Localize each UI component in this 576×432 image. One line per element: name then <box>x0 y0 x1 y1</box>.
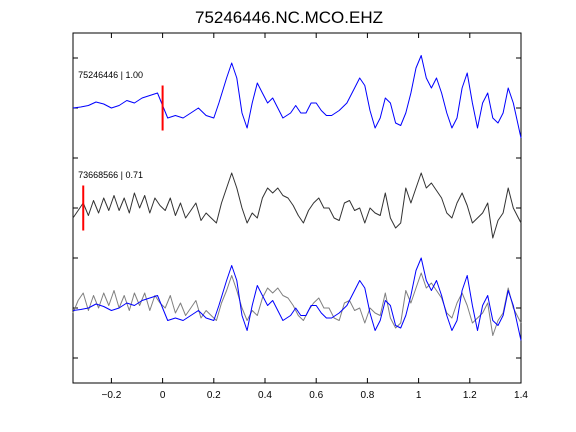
x-tick-label-5: 0.8 <box>360 390 374 401</box>
chart-title: 75246446.NC.MCO.EHZ <box>195 8 383 27</box>
plot-frame <box>72 32 522 384</box>
x-axis-tick-labels: −0.2 0 0.2 0.4 0.6 0.8 1 1.2 1.4 <box>102 390 529 401</box>
trace-label-0: 75246446 | 1.00 <box>78 70 143 80</box>
trace-line-3 <box>72 257 522 341</box>
x-tick-label-7: 1.2 <box>463 390 477 401</box>
trace-label-1: 73668566 | 0.71 <box>78 170 143 180</box>
x-tick-label-8: 1.4 <box>514 390 528 401</box>
trace-line-1 <box>72 172 522 239</box>
pick-markers <box>82 85 164 231</box>
x-tick-label-0: −0.2 <box>102 390 122 401</box>
trace-line-0 <box>72 55 522 139</box>
x-tick-label-4: 0.6 <box>309 390 323 401</box>
x-tick-label-6: 1 <box>416 390 422 401</box>
x-axis-ticks <box>110 33 522 383</box>
waveform-traces <box>72 55 522 341</box>
x-tick-label-3: 0.4 <box>258 390 272 401</box>
trace-labels: 75246446 | 1.00 73668566 | 0.71 <box>78 70 143 180</box>
x-tick-label-2: 0.2 <box>207 390 221 401</box>
x-tick-label-1: 0 <box>160 390 166 401</box>
